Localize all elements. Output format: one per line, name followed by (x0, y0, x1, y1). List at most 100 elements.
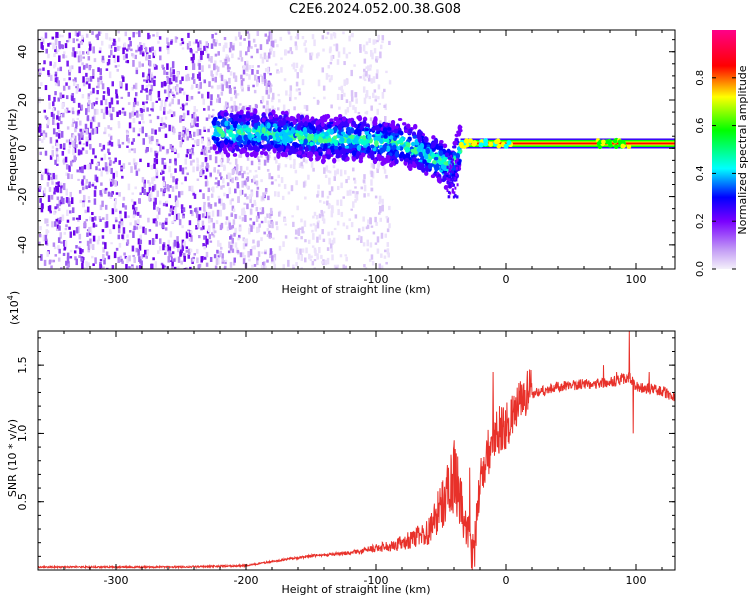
noise-cell (132, 59, 135, 67)
noise-cell (101, 200, 104, 207)
noise-cell (54, 254, 58, 257)
noise-cell (67, 261, 70, 268)
noise-cell (44, 150, 48, 156)
noise-cell (93, 216, 97, 221)
noise-cell (273, 156, 277, 161)
noise-cell (206, 91, 210, 99)
chart-title: C2E6.2024.052.00.38.G08 (288, 2, 462, 17)
noise-cell (62, 112, 65, 118)
noise-cell (268, 81, 271, 86)
noise-cell (310, 255, 313, 258)
noise-cell (300, 254, 303, 262)
trace-cell (406, 123, 411, 129)
noise-cell (383, 169, 387, 174)
noise-cell (69, 256, 73, 259)
trace-cell (443, 185, 449, 190)
noise-cell (38, 185, 42, 190)
noise-cell (380, 232, 384, 239)
noise-cell (169, 252, 173, 257)
noise-cell (270, 47, 273, 52)
noise-cell (242, 207, 246, 213)
noise-cell (111, 81, 114, 87)
noise-cell (209, 204, 213, 209)
trace-cell (263, 144, 268, 150)
noise-cell (58, 220, 61, 225)
noise-cell (121, 234, 124, 239)
noise-cell (65, 107, 69, 114)
noise-cell (110, 141, 114, 147)
noise-cell (195, 210, 199, 218)
noise-cell (268, 151, 272, 155)
noise-cell (203, 256, 207, 260)
noise-cell (262, 105, 266, 109)
noise-cell (281, 195, 285, 200)
stable-band-core (460, 142, 675, 145)
noise-cell (171, 261, 174, 267)
noise-cell (287, 191, 291, 195)
noise-cell (55, 228, 59, 231)
noise-cell (164, 133, 168, 138)
noise-cell (81, 179, 84, 186)
noise-cell (305, 105, 309, 112)
noise-cell (138, 46, 142, 52)
noise-cell (176, 243, 180, 248)
stable-band-blob (608, 143, 613, 148)
noise-cell (72, 230, 76, 236)
noise-cell (233, 86, 236, 90)
noise-cell (166, 148, 169, 154)
noise-cell (39, 198, 42, 203)
noise-cell (317, 184, 320, 190)
noise-cell (191, 210, 194, 217)
noise-cell (180, 190, 184, 196)
noise-cell (217, 195, 221, 199)
noise-cell (94, 224, 98, 227)
noise-cell (336, 59, 340, 65)
noise-cell (216, 249, 219, 254)
noise-cell (294, 96, 297, 100)
noise-cell (170, 67, 174, 73)
noise-cell (342, 31, 345, 35)
noise-cell (329, 61, 333, 65)
trace-tail-cell (455, 160, 458, 164)
noise-cell (268, 213, 272, 219)
noise-cell (231, 53, 234, 59)
noise-cell (155, 158, 159, 165)
trace-tail-cell (456, 195, 459, 199)
noise-cell (163, 70, 166, 75)
noise-cell (134, 186, 137, 190)
noise-cell (298, 91, 302, 96)
noise-cell (268, 108, 271, 114)
noise-cell (102, 112, 106, 120)
noise-cell (159, 246, 162, 251)
noise-cell (201, 65, 204, 72)
noise-cell (260, 264, 264, 269)
noise-cell (172, 86, 176, 90)
noise-cell (91, 217, 94, 222)
noise-cell (345, 99, 349, 103)
noise-cell (108, 106, 112, 114)
noise-cell (132, 84, 136, 89)
noise-cell (134, 162, 138, 166)
noise-cell (84, 123, 88, 130)
noise-cell (92, 148, 95, 155)
noise-cell (388, 120, 391, 126)
colorbar-tick-label: 0.0 (695, 261, 706, 277)
noise-cell (99, 263, 102, 269)
noise-cell (365, 66, 368, 69)
noise-cell (54, 71, 58, 77)
noise-cell (239, 152, 243, 158)
noise-cell (269, 32, 273, 40)
noise-cell (328, 78, 332, 83)
noise-cell (229, 71, 233, 76)
noise-cell (169, 70, 173, 78)
noise-cell (69, 160, 73, 167)
noise-cell (314, 224, 318, 232)
noise-cell (364, 51, 367, 55)
noise-cell (386, 248, 390, 255)
noise-cell (186, 43, 190, 50)
noise-cell (47, 174, 51, 181)
noise-cell (304, 196, 307, 200)
noise-cell (245, 238, 249, 245)
noise-cell (289, 153, 292, 161)
noise-cell (374, 39, 377, 44)
